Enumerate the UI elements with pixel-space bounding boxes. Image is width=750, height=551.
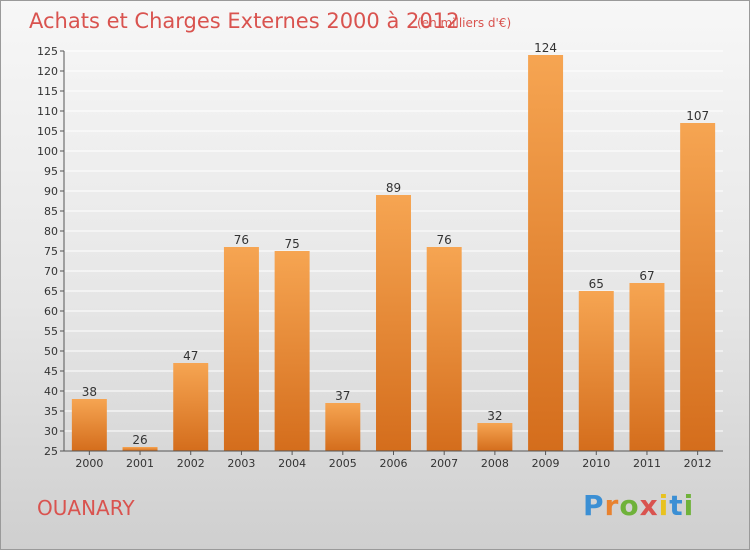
y-tick-label: 45 <box>44 365 58 378</box>
y-tick-label: 115 <box>37 85 58 98</box>
bar-2005 <box>325 403 361 451</box>
bar-2006 <box>376 195 411 451</box>
bar-2011 <box>629 283 665 451</box>
value-label: 124 <box>534 41 557 55</box>
x-tick-label: 2004 <box>278 457 306 470</box>
value-label: 75 <box>284 237 299 251</box>
value-label: 67 <box>639 269 654 283</box>
logo-letter: i <box>658 489 670 522</box>
bar-2007 <box>426 247 462 451</box>
x-tick-label: 2011 <box>633 457 661 470</box>
logo-letter: x <box>639 489 659 522</box>
value-label: 26 <box>132 433 147 447</box>
x-tick-label: 2010 <box>582 457 610 470</box>
value-labels: 38 26 47 76 75 37 89 76 32 124 65 67 107 <box>82 41 709 447</box>
value-label: 47 <box>183 349 198 363</box>
y-tick-label: 100 <box>37 145 58 158</box>
x-tick-label: 2012 <box>684 457 712 470</box>
y-tick-label: 110 <box>37 105 58 118</box>
x-tick-label: 2005 <box>329 457 357 470</box>
y-tick-label: 60 <box>44 305 58 318</box>
value-label: 37 <box>335 389 350 403</box>
x-tick-label: 2009 <box>532 457 560 470</box>
logo-letter: o <box>619 489 640 522</box>
logo-letter: r <box>604 489 620 522</box>
logo-letter: i <box>683 489 695 522</box>
value-label: 89 <box>386 181 401 195</box>
y-tick-label: 65 <box>44 285 58 298</box>
y-tick-label: 55 <box>44 325 58 338</box>
x-tick-label: 2001 <box>126 457 154 470</box>
y-axis: 25 30 35 40 45 50 55 60 65 70 75 80 85 90 95 100 105 110 1… <box>37 45 65 458</box>
location-name: OUANARY <box>37 496 135 520</box>
bar-2003 <box>223 247 259 451</box>
x-tick-label: 2003 <box>227 457 255 470</box>
y-tick-label: 105 <box>37 125 58 138</box>
y-tick-label: 120 <box>37 65 58 78</box>
bar-2002 <box>173 363 209 451</box>
y-tick-label: 25 <box>44 445 58 458</box>
y-tick-label: 30 <box>44 425 58 438</box>
logo-letter: P <box>583 489 605 522</box>
y-tick-label: 50 <box>44 345 58 358</box>
y-tick-label: 70 <box>44 265 58 278</box>
y-tick-label: 80 <box>44 225 58 238</box>
x-tick-label: 2006 <box>380 457 408 470</box>
bar-2001 <box>122 447 158 451</box>
bar-2000 <box>71 399 107 451</box>
value-label: 38 <box>82 385 97 399</box>
value-label: 32 <box>487 409 502 423</box>
logo-letter: t <box>669 489 684 522</box>
bar-2004 <box>274 251 310 451</box>
y-tick-label: 90 <box>44 185 58 198</box>
y-tick-label: 85 <box>44 205 58 218</box>
value-label: 107 <box>686 109 709 123</box>
x-tick-label: 2000 <box>75 457 103 470</box>
y-tick-label: 40 <box>44 385 58 398</box>
chart-title: Achats et Charges Externes 2000 à 2012 <box>29 9 459 33</box>
proxiti-logo[interactable]: Proxiti <box>583 489 694 522</box>
value-label: 65 <box>589 277 604 291</box>
bar-2010 <box>578 291 614 451</box>
x-tick-label: 2007 <box>430 457 458 470</box>
bar-2008 <box>477 423 513 451</box>
x-tick-label: 2002 <box>177 457 205 470</box>
x-tick-label: 2008 <box>481 457 509 470</box>
chart-subtitle: (en milliers d'€) <box>417 16 511 30</box>
y-tick-label: 35 <box>44 405 58 418</box>
x-axis: 2000 2001 2002 2003 2004 2005 2006 2007 2008 2009… <box>64 450 723 470</box>
y-tick-label: 75 <box>44 245 58 258</box>
bar-2012 <box>680 123 716 451</box>
bar-2009 <box>528 55 564 451</box>
value-label: 76 <box>437 233 452 247</box>
bars <box>71 55 716 451</box>
value-label: 76 <box>234 233 249 247</box>
y-tick-label: 95 <box>44 165 58 178</box>
y-tick-label: 125 <box>37 45 58 58</box>
